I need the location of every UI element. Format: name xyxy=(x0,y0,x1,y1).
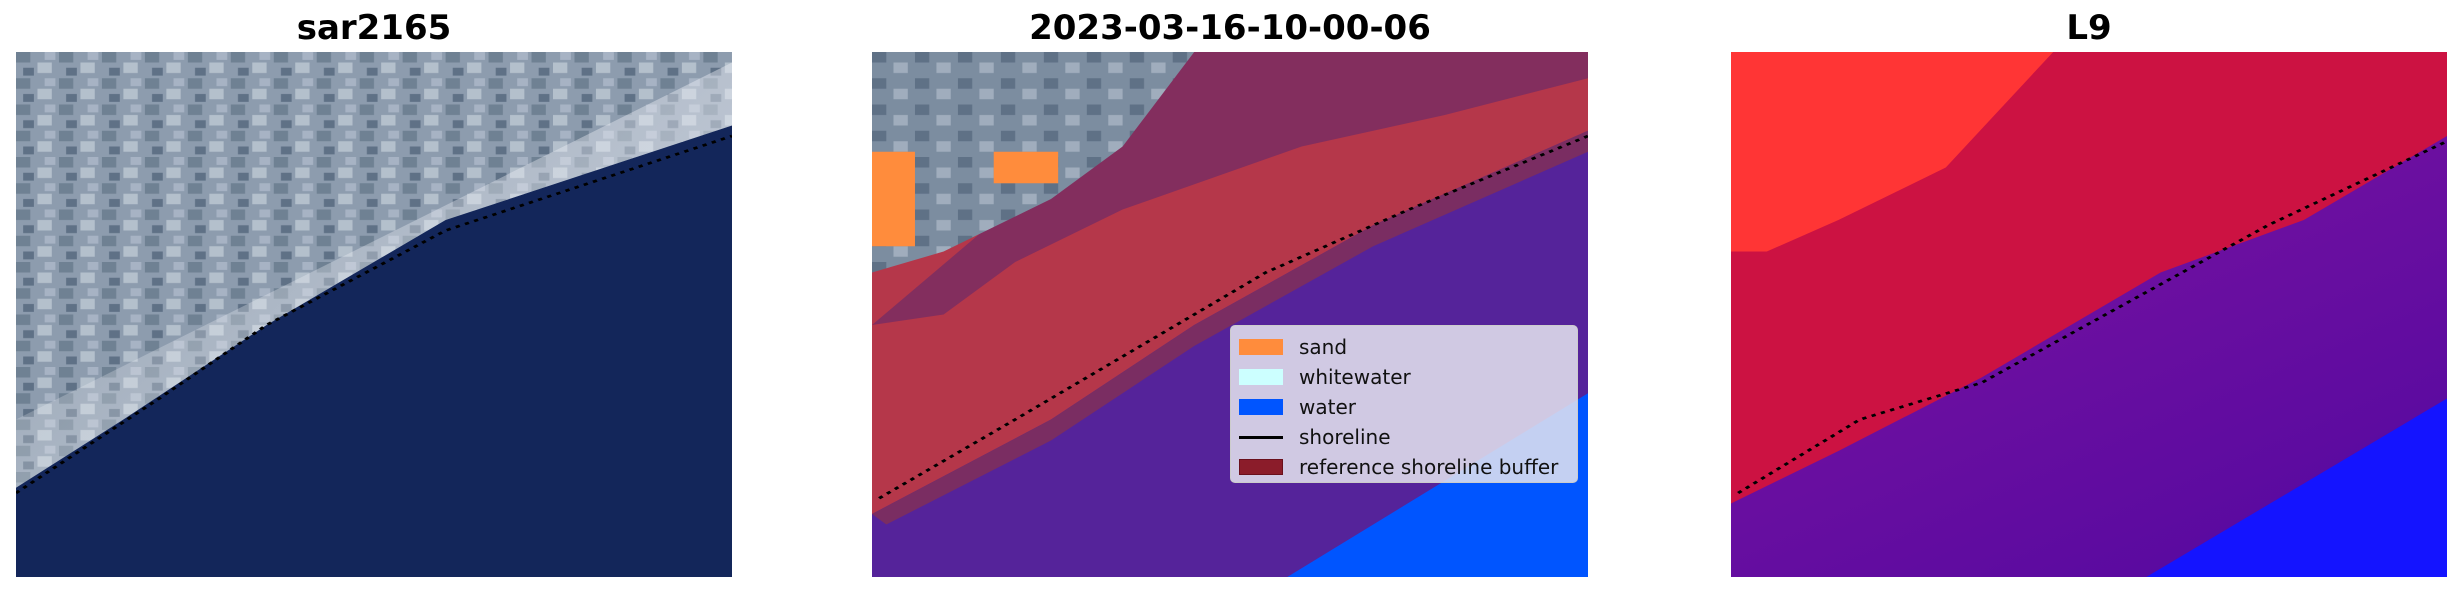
legend: sand whitewater water shoreline referenc… xyxy=(1230,325,1578,483)
buffer-swatch xyxy=(1239,459,1283,475)
panel-title-l9: L9 xyxy=(2066,8,2112,48)
surf-zone xyxy=(16,62,732,488)
sand-patch xyxy=(872,151,915,247)
sand-patch xyxy=(993,151,1059,184)
legend-label: sand xyxy=(1299,335,1348,359)
classified-panel xyxy=(872,52,1588,577)
shoreline-line xyxy=(1737,140,2447,495)
legend-label: reference shoreline buffer xyxy=(1299,455,1559,479)
legend-item-whitewater: whitewater xyxy=(1239,362,1577,392)
sand-swatch xyxy=(1239,339,1283,355)
probability-image xyxy=(1731,52,2447,577)
legend-item-buffer: reference shoreline buffer xyxy=(1239,452,1577,482)
probability-panel xyxy=(1731,52,2447,577)
buffer-upper-region xyxy=(872,52,1588,325)
panel-title-date: 2023-03-16-10-00-06 xyxy=(1029,8,1431,48)
shoreline-line xyxy=(16,134,732,494)
whitewater-swatch xyxy=(1239,369,1283,385)
shoreline-swatch xyxy=(1239,435,1283,439)
legend-label: water xyxy=(1299,395,1356,419)
land-high-probability-area xyxy=(1731,52,2054,252)
sar-rgb-image-panel xyxy=(16,52,732,577)
legend-item-shoreline: shoreline xyxy=(1239,422,1577,452)
panel-title-sar: sar2165 xyxy=(296,8,452,48)
legend-item-water: water xyxy=(1239,392,1577,422)
legend-label: whitewater xyxy=(1299,365,1411,389)
legend-label: shoreline xyxy=(1299,425,1391,449)
water-swatch xyxy=(1239,399,1283,415)
sar-rgb-image xyxy=(16,52,732,577)
legend-item-sand: sand xyxy=(1239,332,1577,362)
reference-shoreline-buffer xyxy=(872,130,1588,525)
shoreline-line xyxy=(878,134,1588,500)
classified-image xyxy=(872,52,1588,577)
